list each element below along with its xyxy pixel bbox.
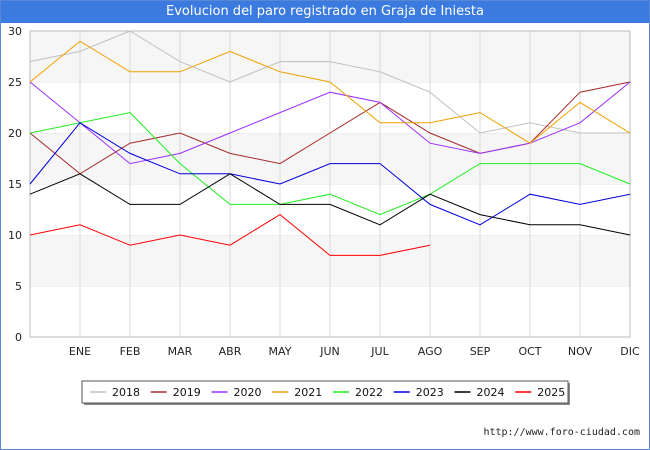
y-tick-label: 20 bbox=[8, 127, 22, 140]
x-tick-label: NOV bbox=[568, 345, 593, 358]
x-tick-label: AGO bbox=[418, 345, 443, 358]
legend-label-2019: 2019 bbox=[173, 386, 201, 399]
legend-label-2024: 2024 bbox=[477, 386, 505, 399]
series-line-2022 bbox=[29, 112, 631, 216]
x-tick-label: FEB bbox=[120, 345, 141, 358]
legend-label-2021: 2021 bbox=[294, 386, 322, 399]
series-line-2025 bbox=[29, 213, 431, 256]
footer-url: http://www.foro-ciudad.com bbox=[483, 427, 640, 438]
y-tick-label: 15 bbox=[8, 178, 22, 191]
x-tick-label: MAY bbox=[269, 345, 292, 358]
x-tick-label: OCT bbox=[518, 345, 541, 358]
legend-box bbox=[81, 380, 569, 404]
x-tick-label: DIC bbox=[620, 345, 640, 358]
x-tick-label: MAR bbox=[168, 345, 193, 358]
series-line-2024 bbox=[29, 173, 631, 236]
legend-label-2020: 2020 bbox=[234, 386, 262, 399]
legend-label-2023: 2023 bbox=[416, 386, 444, 399]
legend: 2018 2019 2020 2021 2022 2023 2024 2025 bbox=[81, 380, 570, 405]
x-tick-label: ABR bbox=[219, 345, 242, 358]
x-tick-label: JUN bbox=[319, 345, 340, 358]
series-line-2021 bbox=[29, 40, 631, 144]
x-tick-label: JUL bbox=[370, 345, 389, 358]
series-lines bbox=[29, 30, 631, 256]
series-line-2023 bbox=[29, 122, 631, 226]
x-axis-ticks: ENE FEB MAR ABR MAY JUN JUL AGO SEP OCT NOV DIC bbox=[69, 345, 640, 358]
x-tick-label: SEP bbox=[470, 345, 491, 358]
y-tick-label: 10 bbox=[8, 229, 22, 242]
y-axis-ticks: 0 5 10 15 20 25 30 bbox=[8, 25, 22, 344]
y-tick-label: 0 bbox=[15, 331, 22, 344]
series-line-2018 bbox=[29, 30, 630, 134]
y-tick-label: 30 bbox=[8, 25, 22, 38]
legend-label-2018: 2018 bbox=[112, 386, 140, 399]
vertical-gridlines bbox=[79, 31, 581, 337]
legend-label-2025: 2025 bbox=[537, 386, 565, 399]
legend-label-2022: 2022 bbox=[355, 386, 383, 399]
chart-title: Evolucion del paro registrado en Graja d… bbox=[1, 1, 649, 23]
x-tick-label: ENE bbox=[69, 345, 91, 358]
y-tick-label: 5 bbox=[15, 280, 22, 293]
y-tick-label: 25 bbox=[8, 76, 22, 89]
